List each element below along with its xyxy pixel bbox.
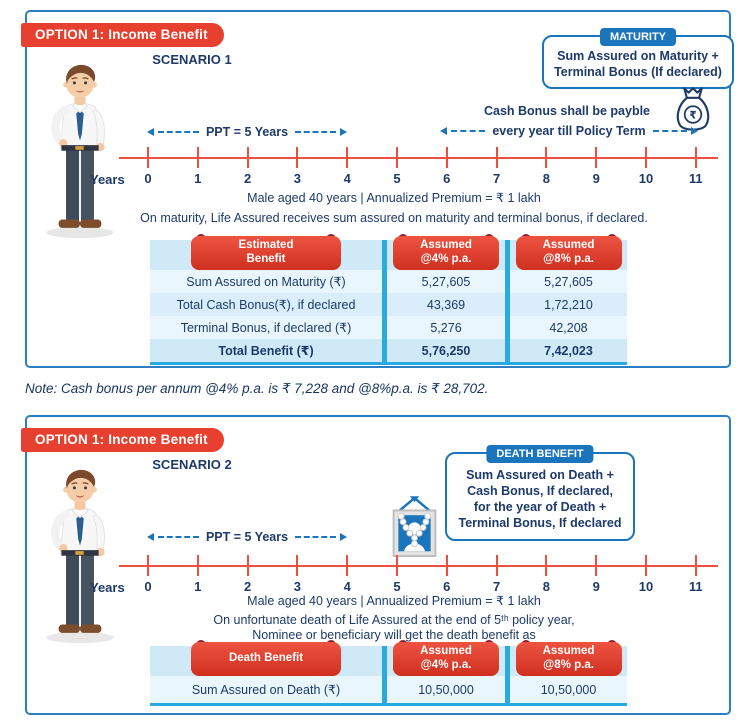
ppt-arrow: PPT = 5 Years xyxy=(147,530,347,544)
timeline-tick: 2 xyxy=(244,147,251,186)
timeline-tick: 1 xyxy=(194,147,201,186)
cash-bonus-arrow-label: every year till Policy Term xyxy=(492,124,646,138)
scenario1-panel: OPTION 1: Income Benefit SCENARIO 1 xyxy=(21,10,734,368)
arrowhead-right-icon xyxy=(340,128,347,136)
option-badge: OPTION 1: Income Benefit xyxy=(21,23,224,47)
timeline-tick: 2 xyxy=(244,555,251,594)
maturity-text-line2: Terminal Bonus (If declared) xyxy=(554,65,722,79)
timeline-tick: 11 xyxy=(689,147,703,186)
note-text: Note: Cash bonus per annum @4% p.a. is ₹… xyxy=(25,381,489,396)
maturity-badge: MATURITY xyxy=(599,28,677,47)
table-row: Terminal Bonus, if declared (₹) 5,276 42… xyxy=(150,316,627,339)
svg-text:₹: ₹ xyxy=(689,109,696,121)
profile-line: Male aged 40 years | Annualized Premium … xyxy=(247,191,541,205)
timeline-tick: 6 xyxy=(443,555,450,594)
timeline-tick: 3 xyxy=(294,555,301,594)
column-divider xyxy=(382,646,387,703)
timeline-tick: 0 xyxy=(144,147,152,186)
policy-timeline: 0 1 2 3 4 5 6 7 8 9 10 11 xyxy=(119,143,718,187)
cash-bonus-arrow: every year till Policy Term xyxy=(440,124,699,138)
timeline-tick: 5 xyxy=(393,147,401,186)
table-header-ribbon: Assumed @4% p.a. xyxy=(393,640,499,676)
timeline-tick: 5 xyxy=(393,555,401,594)
arrowhead-left-icon xyxy=(147,533,154,541)
table-row: Sum Assured on Maturity (₹) 5,27,605 5,2… xyxy=(150,270,627,293)
arrowhead-left-icon xyxy=(147,128,154,136)
death-description-line1: On unfortunate death of Life Assured at … xyxy=(213,613,575,627)
man-illustration xyxy=(32,54,128,240)
policy-timeline: 0 1 2 3 4 5 6 7 8 9 10 11 xyxy=(119,551,718,595)
table-header-row: Estimated Benefit Assumed @4% p.a. Assumed… xyxy=(150,234,627,270)
timeline-tick: 8 xyxy=(543,555,550,594)
table-header-row: Death Benefit Assumed @4% p.a. Assumed @8%… xyxy=(150,640,627,676)
arrowhead-right-icon xyxy=(340,533,347,541)
timeline-tick: 0 xyxy=(144,555,152,594)
years-axis-label: Years xyxy=(90,172,125,187)
table-header-ribbon: Assumed @8% p.a. xyxy=(515,234,622,270)
death-benefit-callout: DEATH BENEFIT Sum Assured on Death + Cas… xyxy=(445,445,635,541)
column-divider xyxy=(505,240,510,362)
timeline-tick: 7 xyxy=(493,555,500,594)
death-benefit-table: Death Benefit Assumed @4% p.a. Assumed @8%… xyxy=(150,640,627,706)
benefit-table: Estimated Benefit Assumed @4% p.a. Assumed… xyxy=(150,234,627,365)
timeline-tick: 3 xyxy=(294,147,301,186)
column-divider xyxy=(505,646,510,703)
timeline-tick: 10 xyxy=(639,555,653,594)
timeline-tick: 6 xyxy=(443,147,450,186)
table-header-ribbon: Assumed @4% p.a. xyxy=(393,234,499,270)
maturity-description: On maturity, Life Assured receives sum a… xyxy=(140,211,648,225)
arrowhead-left-icon xyxy=(440,127,447,135)
column-divider xyxy=(382,240,387,362)
table-total-row: Total Benefit (₹) 5,76,250 7,42,023 xyxy=(150,339,627,362)
man-illustration xyxy=(32,459,128,645)
timeline-tick: 9 xyxy=(593,555,600,594)
timeline-tick: 4 xyxy=(344,147,351,186)
timeline-tick: 1 xyxy=(194,555,201,594)
timeline-tick: 9 xyxy=(593,147,600,186)
table-header-ribbon: Death Benefit xyxy=(191,640,341,676)
cash-bonus-text: Cash Bonus shall be payble xyxy=(483,104,650,118)
option-badge: OPTION 1: Income Benefit xyxy=(21,428,224,452)
death-text-line2: Cash Bonus, If declared, xyxy=(467,484,613,498)
money-bag-icon: ₹ xyxy=(672,85,714,137)
maturity-callout: MATURITY Sum Assured on Maturity + Termi… xyxy=(542,28,734,89)
table-header-ribbon: Assumed @8% p.a. xyxy=(515,640,622,676)
maturity-text-line1: Sum Assured on Maturity + xyxy=(557,49,719,63)
timeline-tick: 4 xyxy=(344,555,351,594)
ppt-label: PPT = 5 Years xyxy=(205,125,289,139)
timeline-tick: 8 xyxy=(543,147,550,186)
death-text-line4: Terminal Bonus, If declared xyxy=(458,516,622,530)
scenario-label: SCENARIO 2 xyxy=(152,457,232,472)
memorial-photo-icon xyxy=(386,493,443,564)
years-axis-label: Years xyxy=(90,580,125,595)
ppt-label: PPT = 5 Years xyxy=(205,530,289,544)
table-row: Sum Assured on Death (₹) 10,50,000 10,50… xyxy=(150,676,627,703)
arrowhead-right-icon xyxy=(691,127,699,135)
ppt-arrow: PPT = 5 Years xyxy=(147,125,347,139)
death-description-line2: Nominee or beneficiary will get the deat… xyxy=(252,628,536,642)
timeline-tick: 10 xyxy=(639,147,653,186)
timeline-tick: 7 xyxy=(493,147,500,186)
timeline-tick: 11 xyxy=(689,555,703,594)
table-row: Total Cash Bonus(₹), if declared 43,369 … xyxy=(150,293,627,316)
scenario-label: SCENARIO 1 xyxy=(152,52,232,67)
death-text-line1: Sum Assured on Death + xyxy=(466,468,614,482)
death-benefit-badge: DEATH BENEFIT xyxy=(486,445,594,464)
scenario2-panel: OPTION 1: Income Benefit SCENARIO 2 xyxy=(21,415,731,715)
death-text-line3: for the year of Death + xyxy=(473,500,607,514)
profile-line: Male aged 40 years | Annualized Premium … xyxy=(247,594,541,608)
table-header-ribbon: Estimated Benefit xyxy=(191,234,341,270)
